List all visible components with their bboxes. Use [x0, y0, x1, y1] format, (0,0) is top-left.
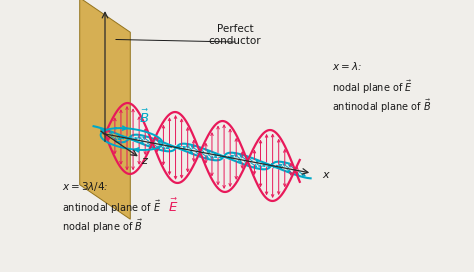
Text: $x$: $x$: [321, 170, 330, 180]
Polygon shape: [80, 0, 130, 219]
Text: $x = 3\lambda/4$:: $x = 3\lambda/4$:: [62, 180, 109, 193]
Text: nodal plane of $\vec{E}$: nodal plane of $\vec{E}$: [332, 79, 413, 96]
Text: $\vec{B}$: $\vec{B}$: [139, 109, 149, 126]
Text: $x = \lambda$:: $x = \lambda$:: [332, 60, 362, 72]
Text: Perfect
conductor: Perfect conductor: [209, 24, 261, 46]
Text: antinodal plane of $\vec{E}$: antinodal plane of $\vec{E}$: [62, 199, 162, 217]
Text: $z$: $z$: [141, 156, 149, 166]
Text: $\vec{E}$: $\vec{E}$: [168, 197, 179, 215]
Text: nodal plane of $\vec{B}$: nodal plane of $\vec{B}$: [62, 218, 143, 235]
Text: antinodal plane of $\vec{B}$: antinodal plane of $\vec{B}$: [332, 98, 431, 115]
